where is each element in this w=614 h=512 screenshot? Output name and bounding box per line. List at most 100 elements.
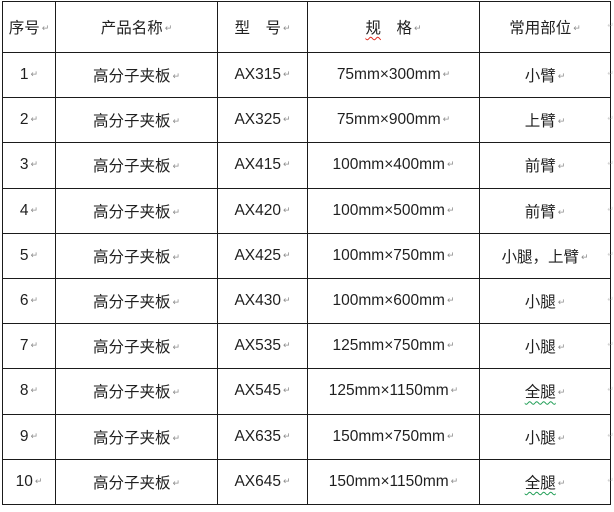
end-of-cell-marker: ↵ — [30, 295, 39, 306]
cell-text: 前臂 — [524, 158, 556, 176]
cell-text: 小腿 — [524, 294, 556, 312]
cell-spec[interactable]: 150mm×1150mm ↵ — [307, 458, 480, 505]
end-of-cell-marker: ↵ — [413, 23, 422, 33]
cell-no[interactable]: 1 ↵ — [2, 51, 56, 99]
cell-part[interactable]: 前臂 ↵ — [479, 187, 611, 234]
cell-text: 上臂 — [524, 113, 556, 131]
cell-no[interactable]: 9 ↵ — [2, 413, 56, 460]
end-of-cell-marker: ↵ — [557, 71, 566, 82]
cell-text: 4 — [19, 201, 29, 219]
spell-squiggle-text: 规 — [365, 20, 381, 37]
cell-text: 高分子夹板 — [92, 113, 171, 131]
cell-text: 高分子夹板 — [92, 203, 171, 221]
cell-text: 前臂 — [524, 203, 556, 221]
cell-name[interactable]: 高分子夹板 ↵ — [55, 368, 218, 415]
end-of-cell-marker: ↵ — [446, 159, 455, 170]
column-header-model[interactable]: 型 号 ↵ — [217, 1, 308, 53]
end-of-cell-marker: ↵ — [557, 342, 566, 353]
cell-text: 高分子夹板 — [92, 68, 171, 86]
cell-name[interactable]: 高分子夹板 ↵ — [55, 232, 218, 279]
cell-no[interactable]: 10 ↵ — [2, 458, 56, 505]
cell-text: 8 — [19, 382, 29, 400]
cell-name[interactable]: 高分子夹板 ↵ — [55, 323, 218, 370]
end-of-cell-marker: ↵ — [557, 477, 566, 488]
cell-name[interactable]: 高分子夹板 ↵ — [55, 458, 218, 505]
cell-name[interactable]: 高分子夹板 ↵ — [55, 277, 218, 325]
end-of-cell-marker: ↵ — [442, 69, 451, 80]
cell-text: 125mm×1150mm — [328, 382, 449, 400]
cell-model[interactable]: AX425 ↵ — [217, 232, 308, 279]
end-of-cell-marker: ↵ — [446, 249, 455, 260]
cell-model[interactable]: AX545 ↵ — [217, 368, 308, 415]
cell-part[interactable]: 小臂 ↵ — [479, 51, 611, 99]
cell-no[interactable]: 3 ↵ — [2, 142, 56, 189]
end-of-cell-marker: ↵ — [580, 251, 589, 262]
table-row: 3 ↵ 高分子夹板 ↵ AX415 ↵ 100mm×400mm ↵ 前臂 ↵ — [2, 142, 611, 189]
cell-part[interactable]: 前臂 ↵ — [479, 142, 611, 189]
cell-text: 5 — [19, 246, 29, 264]
cell-name[interactable]: 高分子夹板 ↵ — [55, 187, 218, 234]
cell-part[interactable]: 全腿 ↵ — [479, 368, 611, 415]
cell-no[interactable]: 6 ↵ — [2, 277, 56, 325]
cell-spec[interactable]: 100mm×750mm ↵ — [307, 232, 480, 279]
cell-model[interactable]: AX415 ↵ — [217, 142, 308, 189]
cell-text: 1 — [19, 66, 29, 84]
cell-part[interactable]: 上臂 ↵ — [479, 97, 611, 144]
end-of-cell-marker: ↵ — [557, 116, 566, 127]
cell-text: 高分子夹板 — [92, 339, 171, 357]
end-of-cell-marker: ↵ — [446, 295, 455, 306]
cell-no[interactable]: 7 ↵ — [2, 323, 56, 370]
cell-text: 2 — [19, 111, 29, 129]
cell-text: AX430 — [234, 292, 281, 310]
cell-part[interactable]: 小腿 ↵ — [479, 323, 611, 370]
table-row: 10 ↵ 高分子夹板 ↵ AX645 ↵ 150mm×1150mm ↵ 全腿 ↵ — [2, 458, 611, 505]
cell-name[interactable]: 高分子夹板 ↵ — [55, 413, 218, 460]
cell-no[interactable]: 2 ↵ — [2, 97, 56, 144]
cell-text: 3 — [19, 156, 29, 174]
cell-part[interactable]: 小腿 ↵ — [479, 277, 611, 325]
cell-name[interactable]: 高分子夹板 ↵ — [55, 97, 218, 144]
cell-spec[interactable]: 100mm×400mm ↵ — [307, 142, 480, 189]
end-of-cell-marker: ↵ — [172, 251, 181, 262]
end-of-cell-marker: ↵ — [30, 204, 39, 215]
column-header-name[interactable]: 产品名称 ↵ — [55, 1, 218, 53]
end-of-cell-marker: ↵ — [573, 23, 581, 33]
cell-part[interactable]: 小腿，上臂 ↵ — [479, 232, 611, 279]
table-row: 8 ↵ 高分子夹板 ↵ AX545 ↵ 125mm×1150mm ↵ 全腿 ↵ — [2, 368, 611, 415]
cell-spec[interactable]: 125mm×1150mm ↵ — [307, 368, 480, 415]
cell-text: 150mm×1150mm — [328, 472, 449, 490]
cell-spec[interactable]: 75mm×300mm ↵ — [307, 51, 480, 99]
cell-text: 小腿 — [524, 429, 556, 447]
cell-spec[interactable]: 150mm×750mm ↵ — [307, 413, 480, 460]
cell-name[interactable]: 高分子夹板 ↵ — [55, 51, 218, 99]
column-header-part[interactable]: 常用部位 ↵ — [479, 1, 611, 53]
table-row: 9 ↵ 高分子夹板 ↵ AX635 ↵ 150mm×750mm ↵ 小腿 ↵ — [2, 413, 611, 460]
cell-no[interactable]: 8 ↵ — [2, 368, 56, 415]
end-of-cell-marker: ↵ — [557, 206, 566, 217]
end-of-cell-marker: ↵ — [283, 295, 291, 306]
end-of-cell-marker: ↵ — [30, 159, 39, 170]
cell-text: 高分子夹板 — [92, 429, 171, 447]
cell-model[interactable]: AX430 ↵ — [217, 277, 308, 325]
cell-model[interactable]: AX420 ↵ — [217, 187, 308, 234]
column-header-no[interactable]: 序号 ↵ — [2, 1, 56, 53]
column-header-spec[interactable]: 规 格 ↵ — [307, 1, 480, 53]
column-header-label: 常用部位 — [509, 20, 572, 37]
cell-no[interactable]: 4 ↵ — [2, 187, 56, 234]
cell-model[interactable]: AX635 ↵ — [217, 413, 308, 460]
cell-part[interactable]: 小腿 ↵ — [479, 413, 611, 460]
cell-model[interactable]: AX645 ↵ — [217, 458, 308, 505]
cell-spec[interactable]: 100mm×500mm ↵ — [307, 187, 480, 234]
cell-name[interactable]: 高分子夹板 ↵ — [55, 142, 218, 189]
end-of-cell-marker: ↵ — [283, 430, 291, 441]
cell-part[interactable]: 全腿 ↵ — [479, 458, 611, 505]
cell-model[interactable]: AX535 ↵ — [217, 323, 308, 370]
cell-model[interactable]: AX325 ↵ — [217, 97, 308, 144]
cell-no[interactable]: 5 ↵ — [2, 232, 56, 279]
cell-spec[interactable]: 100mm×600mm ↵ — [307, 277, 480, 325]
cell-model[interactable]: AX315 ↵ — [217, 51, 308, 99]
cell-spec[interactable]: 75mm×900mm ↵ — [307, 97, 480, 144]
cell-spec[interactable]: 125mm×750mm ↵ — [307, 323, 480, 370]
cell-text: 7 — [19, 337, 29, 355]
